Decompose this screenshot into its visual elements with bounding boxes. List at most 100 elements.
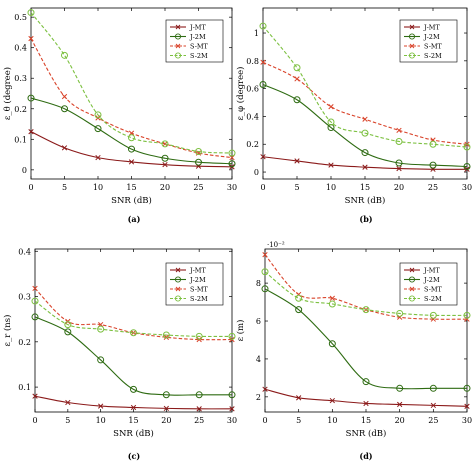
data-point-s-2m <box>362 306 370 314</box>
x-tick-label: 10 <box>96 416 106 425</box>
y-tick-label: 6 <box>256 317 261 326</box>
legend-label: J-2M <box>423 33 440 41</box>
chart-panel-2: 0 5 10 15 20 25 30 0 0.2 0.4 0.6 0.8 1 SNR (dB) ε_φ (d… <box>235 7 472 224</box>
panel-caption: (d) <box>359 451 372 461</box>
data-point-s-mt <box>32 285 38 292</box>
legend-marker <box>409 286 415 292</box>
data-point-s-2m <box>64 321 72 329</box>
data-point-j-mt <box>328 162 334 168</box>
y-axis-label: ε_θ (degree) <box>2 67 13 120</box>
data-point-j-mt <box>363 400 369 407</box>
legend-marker <box>175 267 181 273</box>
y-tick-label: 0.4 <box>18 247 31 256</box>
legend: J-MT J-2MS-MT S-2M <box>399 262 458 306</box>
legend-marker <box>174 295 182 302</box>
data-point-j-mt <box>229 406 235 412</box>
y-tick-label: 0.1 <box>14 135 27 144</box>
y-tick-label: 0.5 <box>14 13 27 22</box>
data-point-j-mt <box>32 393 38 399</box>
x-axis-label: SNR (dB) <box>346 428 387 439</box>
series-line-s-2m <box>30 12 233 154</box>
x-tick-label: 0 <box>260 183 265 192</box>
x-tick-label: 25 <box>193 183 203 192</box>
data-point-j-mt <box>464 403 470 409</box>
data-point-s-2m <box>130 329 137 337</box>
y-axis-label: ε_r (ns) <box>2 315 13 347</box>
series-line-j-2m <box>34 316 232 396</box>
x-axis-label: SNR (dB) <box>345 195 386 206</box>
panel-caption: (a) <box>128 214 141 224</box>
chart-panel-1: 0 5 10 15 20 25 30 0 0.1 0.2 0.3 0.4 0.5 SNR (dB) ε_θ … <box>2 7 237 224</box>
legend-label: J-2M <box>189 276 206 284</box>
data-point-j-mt <box>128 159 135 165</box>
data-point-j-2m <box>463 162 471 170</box>
data-point-j-mt <box>260 154 266 160</box>
y-axis-label: ε_φ (degree) <box>235 67 246 121</box>
data-point-j-mt <box>28 129 34 135</box>
x-tick-label: 30 <box>462 416 472 425</box>
legend-marker <box>409 24 415 30</box>
data-point-s-2m <box>228 332 236 340</box>
x-axis-label: SNR (dB) <box>111 195 152 206</box>
data-point-j-mt <box>329 397 335 404</box>
legend-label: J-MT <box>423 266 440 274</box>
legend-label: J-MT <box>189 266 206 274</box>
x-tick-label: 25 <box>428 183 438 192</box>
x-tick-label: 0 <box>262 416 267 425</box>
panel-caption: (b) <box>359 214 372 224</box>
x-axis-label: SNR (dB) <box>113 428 154 439</box>
data-point-s-2m <box>31 297 39 305</box>
data-point-s-2m <box>429 311 437 319</box>
data-point-j-2m <box>328 340 336 348</box>
data-point-j-2m <box>259 80 267 88</box>
data-point-j-2m <box>94 125 102 133</box>
y-tick-label: 0.2 <box>14 105 27 114</box>
legend-marker <box>174 52 182 59</box>
data-point-s-mt <box>163 334 169 340</box>
legend-label: S-2M <box>424 295 442 303</box>
data-point-s-2m <box>295 294 303 302</box>
x-tick-label: 15 <box>126 183 136 192</box>
y-tick-label: 0.3 <box>18 293 31 302</box>
data-point-s-mt <box>396 127 402 133</box>
x-tick-label: 15 <box>128 416 138 425</box>
data-point-s-2m <box>429 140 437 148</box>
data-point-s-mt <box>61 93 68 100</box>
data-point-j-mt <box>61 145 68 151</box>
data-point-j-2m <box>31 313 39 321</box>
legend-marker <box>408 33 416 40</box>
data-point-j-2m <box>27 94 35 102</box>
data-point-j-2m <box>228 160 236 168</box>
x-tick-label: 5 <box>296 416 301 425</box>
data-point-j-2m <box>295 306 303 314</box>
y-tick-label: 0.2 <box>18 338 31 347</box>
data-point-j-2m <box>228 391 236 399</box>
data-point-j-2m <box>61 105 68 113</box>
data-point-s-mt <box>294 76 300 82</box>
data-point-j-2m <box>97 356 105 364</box>
chart-panel-3: 0 5 10 15 20 25 30 0.1 0.2 0.3 0.4 SNR (dB) ε_r (ns)… <box>2 247 237 461</box>
data-point-j-2m <box>362 378 370 386</box>
data-point-j-2m <box>130 385 137 393</box>
data-point-j-mt <box>65 399 71 406</box>
data-point-s-2m <box>94 111 102 119</box>
y-axis-multiplier: ·10⁻² <box>267 241 285 249</box>
data-point-s-2m <box>328 300 336 308</box>
legend-label: S-MT <box>190 42 209 50</box>
data-point-j-mt <box>296 395 302 401</box>
legend-label: S-MT <box>424 42 443 50</box>
series-line-s-2m <box>34 300 233 338</box>
data-point-j-mt <box>262 386 268 392</box>
x-tick-label: 25 <box>428 416 438 425</box>
data-point-j-2m <box>396 384 404 392</box>
legend-marker <box>175 286 181 292</box>
y-tick-label: 4 <box>256 355 261 364</box>
legend-marker <box>409 43 415 49</box>
data-point-s-mt <box>328 104 334 110</box>
x-tick-label: 10 <box>327 416 337 425</box>
data-point-s-2m <box>61 51 68 59</box>
data-point-j-2m <box>195 158 202 166</box>
y-tick-label: 0.3 <box>14 74 27 83</box>
x-tick-label: 30 <box>462 183 472 192</box>
x-tick-label: 30 <box>227 416 237 425</box>
